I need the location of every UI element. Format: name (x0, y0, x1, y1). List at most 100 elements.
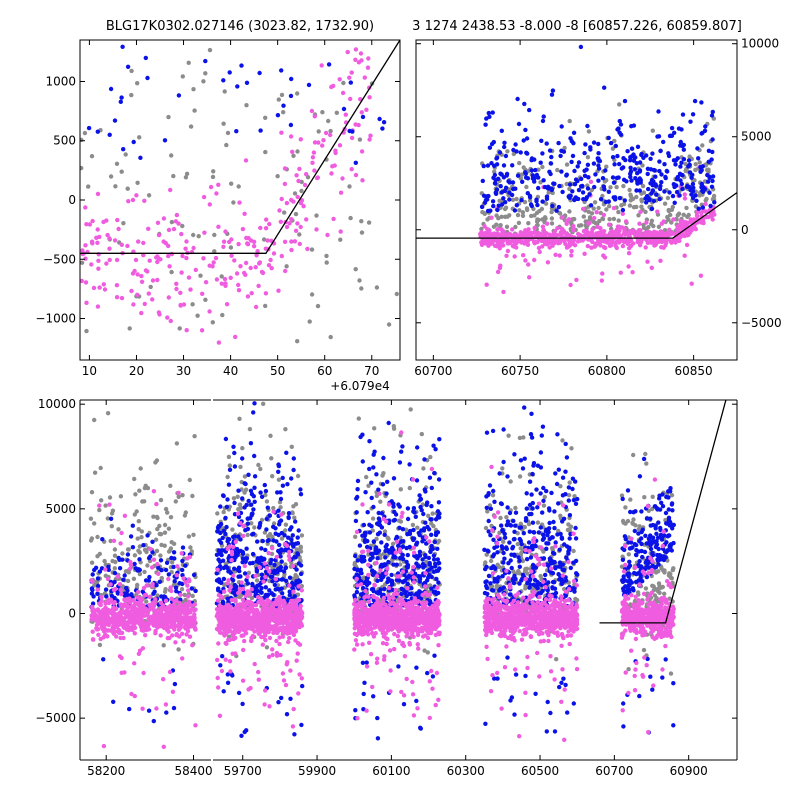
full-point-gray (142, 569, 147, 575)
full-point-magenta (262, 561, 267, 566)
full-point-gray (110, 558, 115, 564)
season-point-magenta (580, 238, 585, 243)
full-point-blue (141, 543, 146, 548)
full-point-magenta (136, 589, 141, 595)
season-point-magenta (686, 220, 691, 225)
full-point-gray (108, 538, 113, 544)
full-point-gray (166, 526, 172, 531)
season-point-blue (679, 181, 684, 187)
zoom-point-gray (211, 169, 216, 174)
season-point-gray (557, 211, 563, 216)
season-point-magenta (611, 205, 617, 211)
season-point-magenta (484, 282, 489, 287)
season-point-blue (545, 184, 551, 189)
full-point-magenta (263, 688, 268, 693)
full-point-gray (230, 527, 235, 532)
season-point-gray (668, 212, 673, 218)
zoom-point-magenta (178, 303, 183, 308)
full-point-gray (191, 532, 196, 537)
season-point-blue (576, 160, 582, 165)
zoom-point-magenta (96, 258, 101, 263)
full-point-magenta (166, 629, 171, 634)
full-point-blue (235, 567, 241, 572)
season-point-magenta (631, 241, 636, 246)
season-point-blue (618, 132, 624, 137)
full-point-magenta (218, 630, 223, 635)
season-point-gray (517, 160, 522, 166)
full-point-blue (278, 554, 283, 559)
season-point-gray (604, 164, 609, 169)
full-point-magenta (251, 607, 256, 612)
full-point-blue (279, 559, 284, 564)
season-point-gray (636, 213, 641, 218)
full-point-magenta (161, 744, 166, 749)
full-point-gray (295, 473, 301, 479)
season-point-blue (657, 196, 662, 202)
full-point-blue (263, 547, 268, 553)
season-point-blue (657, 168, 662, 174)
full-point-magenta (140, 706, 145, 711)
full-point-magenta (185, 583, 190, 588)
season-point-blue (681, 142, 686, 148)
zoom-point-magenta (253, 304, 259, 310)
season-point-magenta (599, 278, 604, 283)
season-point-blue (515, 96, 520, 102)
zoom-point-blue (227, 70, 232, 75)
season-point-magenta (566, 244, 571, 249)
full-point-blue (151, 591, 156, 596)
season-point-blue (489, 161, 494, 166)
zoom-point-magenta (310, 160, 315, 165)
zoom-point-magenta (105, 232, 110, 238)
season-point-blue (567, 182, 573, 187)
full-point-magenta (151, 489, 157, 494)
season-point-blue (710, 137, 715, 142)
zoom-point-magenta (282, 181, 288, 187)
zoom-point-magenta (155, 277, 160, 283)
full-point-blue (437, 437, 442, 442)
full-point-magenta (286, 639, 291, 645)
zoom-point-gray (219, 274, 224, 279)
zoom-point-gray (184, 171, 190, 176)
full-point-blue (231, 444, 236, 449)
full-point-gray (353, 534, 358, 539)
full-point-gray (408, 407, 413, 412)
season-point-blue (706, 148, 712, 153)
season-point-gray (674, 217, 679, 222)
full-point-magenta (263, 612, 268, 617)
full-point-magenta (190, 643, 195, 648)
season-point-blue (634, 161, 639, 166)
zoom-point-magenta (207, 263, 212, 268)
season-point-blue (511, 147, 516, 153)
full-point-gray (88, 516, 94, 521)
full-point-magenta (185, 608, 190, 613)
zoom-point-gray (338, 237, 343, 242)
zoom-point-gray (231, 200, 236, 205)
full-point-gray (92, 583, 97, 588)
full-point-gray (258, 466, 263, 472)
full-point-gray (102, 558, 107, 564)
season-point-blue (699, 185, 704, 190)
full-point-gray (225, 474, 230, 480)
season-point-blue (659, 180, 664, 185)
season-point-magenta (536, 245, 542, 251)
zoom-point-blue (95, 129, 101, 134)
full-point-blue (130, 523, 135, 528)
full-point-blue (239, 733, 244, 738)
zoom-point-magenta (297, 166, 302, 172)
full-point-blue (91, 594, 96, 599)
full-point-magenta (233, 610, 238, 615)
season-point-blue (518, 150, 523, 155)
zoom-point-gray (186, 60, 191, 65)
season-point-blue (696, 156, 701, 161)
season-point-gray (607, 204, 612, 209)
zoom-point-magenta (234, 271, 240, 276)
full-point-gray (137, 550, 142, 555)
zoom-point-magenta (223, 281, 228, 286)
full-point-blue (271, 524, 276, 529)
full-point-magenta (256, 631, 262, 637)
zoom-point-magenta (347, 75, 352, 80)
full-point-gray (118, 494, 124, 499)
full-point-magenta (178, 617, 184, 623)
zoom-point-gray (201, 79, 206, 84)
full-point-blue (435, 546, 440, 551)
